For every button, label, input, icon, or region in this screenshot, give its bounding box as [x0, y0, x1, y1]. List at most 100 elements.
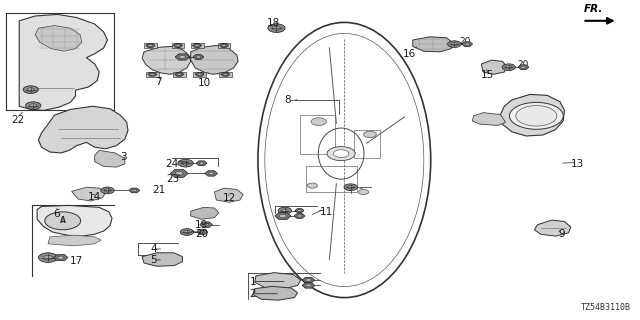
Bar [306, 166, 357, 192]
Text: 13: 13 [571, 159, 584, 169]
Polygon shape [191, 45, 238, 74]
Polygon shape [255, 273, 301, 289]
Bar [172, 43, 184, 48]
Circle shape [27, 88, 35, 92]
Bar [218, 43, 230, 48]
Polygon shape [129, 188, 140, 193]
Polygon shape [472, 113, 506, 125]
Polygon shape [197, 230, 207, 234]
Text: 15: 15 [481, 70, 494, 80]
Polygon shape [413, 37, 453, 52]
Polygon shape [175, 54, 189, 60]
Circle shape [179, 55, 186, 59]
Text: 4: 4 [150, 244, 157, 254]
Circle shape [195, 44, 199, 46]
Circle shape [184, 230, 190, 234]
Text: 9: 9 [559, 229, 565, 239]
Polygon shape [19, 14, 108, 110]
Circle shape [506, 66, 512, 69]
Circle shape [175, 172, 183, 175]
Bar [300, 115, 335, 154]
Polygon shape [295, 209, 304, 212]
Circle shape [268, 24, 285, 32]
Circle shape [177, 73, 181, 75]
Polygon shape [220, 44, 228, 47]
Polygon shape [221, 72, 230, 76]
Polygon shape [193, 44, 202, 47]
Circle shape [306, 279, 311, 281]
Text: 19: 19 [195, 220, 208, 230]
Bar [354, 130, 380, 158]
Circle shape [222, 44, 226, 46]
Circle shape [282, 209, 288, 212]
Text: 14: 14 [88, 192, 101, 202]
Polygon shape [534, 220, 571, 236]
Circle shape [516, 106, 557, 126]
Circle shape [273, 26, 280, 30]
Circle shape [176, 44, 180, 46]
Circle shape [364, 131, 376, 138]
Circle shape [502, 64, 516, 70]
Polygon shape [54, 254, 68, 261]
Circle shape [509, 102, 563, 129]
Text: 20: 20 [460, 37, 471, 46]
Polygon shape [142, 253, 182, 266]
Circle shape [333, 150, 349, 157]
Circle shape [104, 189, 111, 192]
Polygon shape [253, 286, 298, 300]
Circle shape [178, 159, 193, 167]
Circle shape [58, 256, 64, 259]
Bar [173, 72, 186, 77]
Circle shape [200, 231, 205, 233]
Text: 7: 7 [156, 76, 162, 87]
Polygon shape [462, 42, 472, 46]
Polygon shape [191, 207, 219, 219]
Circle shape [297, 215, 302, 217]
Polygon shape [196, 161, 207, 165]
Polygon shape [173, 44, 182, 47]
Text: 20: 20 [195, 229, 208, 239]
Circle shape [29, 104, 37, 108]
Circle shape [45, 212, 81, 230]
Polygon shape [481, 60, 507, 74]
Circle shape [182, 161, 189, 165]
Polygon shape [95, 150, 125, 167]
Polygon shape [518, 65, 529, 69]
Text: 10: 10 [198, 77, 211, 88]
Polygon shape [148, 72, 157, 76]
Circle shape [199, 162, 204, 164]
Text: 5: 5 [150, 255, 157, 265]
Text: 16: 16 [403, 49, 416, 59]
Text: TZ54B3110B: TZ54B3110B [580, 303, 630, 312]
Polygon shape [37, 205, 112, 236]
Polygon shape [170, 170, 188, 177]
Circle shape [327, 147, 355, 161]
Text: 20: 20 [517, 60, 529, 69]
Polygon shape [302, 283, 315, 288]
Text: 2: 2 [250, 289, 256, 299]
Circle shape [204, 223, 209, 226]
Circle shape [358, 189, 369, 195]
Text: FR.: FR. [584, 4, 603, 14]
Text: 23: 23 [166, 173, 179, 184]
Circle shape [209, 172, 214, 175]
Polygon shape [146, 44, 155, 47]
Circle shape [311, 118, 326, 125]
Circle shape [465, 43, 470, 45]
Circle shape [148, 44, 152, 46]
Bar [146, 72, 159, 77]
Circle shape [348, 186, 354, 189]
Polygon shape [205, 171, 218, 176]
Polygon shape [142, 46, 191, 74]
Polygon shape [35, 26, 82, 51]
Polygon shape [193, 55, 204, 59]
Circle shape [298, 210, 301, 212]
Text: 17: 17 [70, 256, 83, 266]
Circle shape [44, 255, 52, 260]
Circle shape [223, 73, 227, 75]
Circle shape [280, 214, 286, 218]
Polygon shape [275, 212, 291, 220]
Circle shape [196, 56, 201, 58]
Circle shape [451, 43, 458, 46]
Circle shape [198, 73, 202, 75]
